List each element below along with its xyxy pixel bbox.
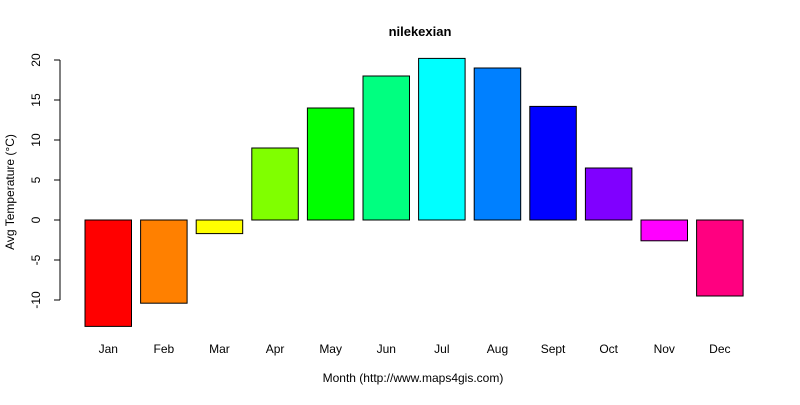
y-tick-label: -5 bbox=[29, 254, 43, 265]
y-tick-label: 0 bbox=[29, 216, 43, 223]
x-axis-label: Month (http://www.maps4gis.com) bbox=[323, 371, 504, 385]
x-axis-tick-labels: Jan Feb Mar Apr May Jun Jul Aug Sept Oct Nov Dec bbox=[99, 342, 731, 356]
bar-jul bbox=[418, 57, 466, 221]
x-tick-label: Dec bbox=[709, 342, 730, 356]
x-tick-label: Feb bbox=[154, 342, 175, 356]
bar-aug bbox=[473, 67, 522, 221]
y-tick-label: -10 bbox=[29, 291, 43, 309]
x-tick-label: Mar bbox=[209, 342, 230, 356]
bar-may bbox=[306, 107, 355, 221]
y-tick-label: 20 bbox=[29, 53, 43, 67]
y-tick-label: 10 bbox=[29, 133, 43, 147]
bar-jan bbox=[84, 219, 132, 327]
bar-mar bbox=[195, 219, 244, 235]
x-tick-label: Sept bbox=[541, 342, 566, 356]
bar-jun bbox=[362, 75, 410, 221]
bar-nov bbox=[640, 219, 688, 242]
x-tick-label: Jul bbox=[434, 342, 449, 356]
x-tick-label: Oct bbox=[599, 342, 618, 356]
chart-title: nilekexian bbox=[389, 24, 452, 39]
x-tick-label: Jan bbox=[99, 342, 118, 356]
x-tick-label: May bbox=[319, 342, 342, 356]
bars bbox=[84, 57, 744, 327]
bar-dec bbox=[696, 219, 744, 297]
x-tick-label: Nov bbox=[654, 342, 675, 356]
y-tick-label: 5 bbox=[29, 176, 43, 183]
bar-oct bbox=[584, 167, 633, 221]
x-tick-label: Aug bbox=[487, 342, 508, 356]
y-axis: -10 -5 0 5 10 15 20 bbox=[29, 53, 61, 309]
bar-apr bbox=[251, 147, 299, 221]
bar-sept bbox=[529, 105, 577, 221]
x-tick-label: Jun bbox=[377, 342, 396, 356]
y-axis-label: Avg Temperature (°C) bbox=[3, 134, 17, 250]
bar-feb bbox=[140, 219, 188, 304]
y-tick-label: 15 bbox=[29, 93, 43, 107]
x-tick-label: Apr bbox=[266, 342, 285, 356]
